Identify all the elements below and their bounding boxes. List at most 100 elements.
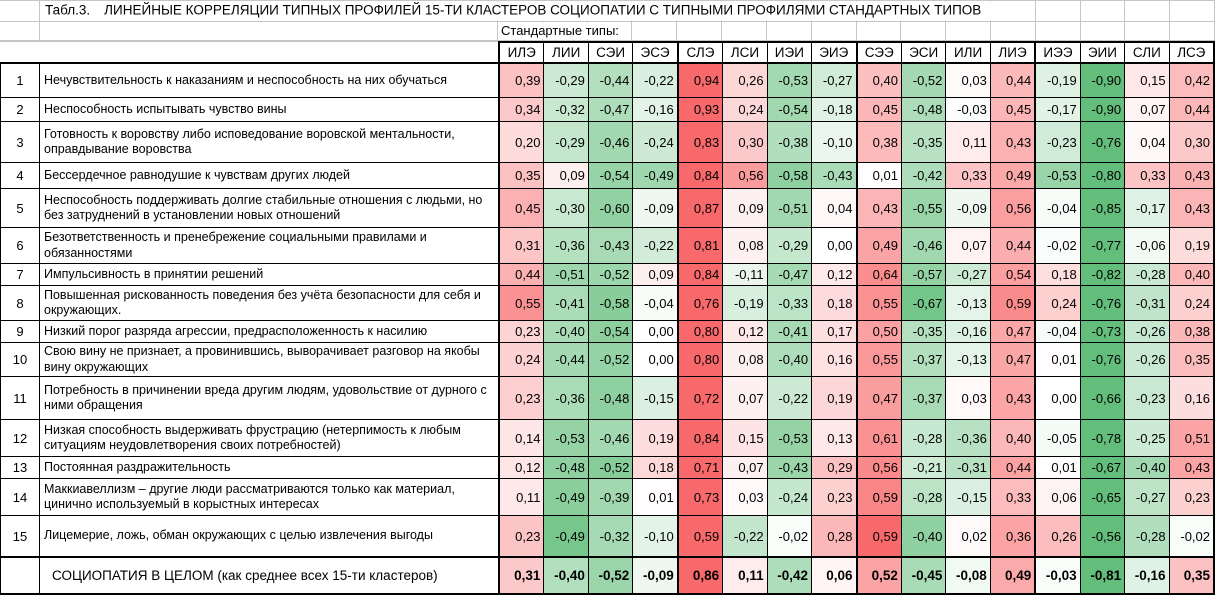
cell-5-ИЭЭ: -0,04 [1034, 189, 1080, 227]
row-values: 0,34 -0,32 -0,47 -0,16 0,93 0,24 -0,54 -0,18 0,4… [498, 98, 1215, 121]
summary-cell-ЛСИ: 0,11 [722, 558, 767, 593]
cluster-row-13: 13 Постоянная раздражительность 0,12 -0,48-… [0, 457, 1215, 479]
empty-cell [0, 22, 40, 40]
cell-15-ЛСИ: -0,22 [722, 516, 767, 556]
cell-10-ЭИЭ: 0,16 [811, 343, 856, 376]
type-header-ИЭЭ: ИЭЭ [1034, 43, 1079, 62]
cell-10-ИЭИ: -0,40 [766, 343, 812, 376]
cell-15-ЛИИ: -0,49 [543, 516, 588, 556]
row-number: 7 [0, 264, 40, 285]
summary-cell-ЭИЭ: 0,06 [811, 558, 856, 593]
cell-8-СЛЭ: 0,76 [676, 286, 723, 320]
cell-5-СЛИ: -0,17 [1124, 189, 1169, 227]
table-title-text: ЛИНЕЙНЫЕ КОРРЕЛЯЦИИ ТИПНЫХ ПРОФИЛЕЙ 15-Т… [104, 2, 982, 18]
cell-14-ИЛЭ: 0,11 [498, 479, 544, 515]
cell-6-СЛИ: -0,06 [1124, 228, 1169, 263]
type-header-ЛИИ: ЛИИ [543, 43, 587, 62]
row-values: 0,44 -0,51 -0,52 0,09 0,84 -0,11 -0,47 0,12 0,64… [498, 264, 1215, 285]
cell-13-СЭЭ: 0,56 [855, 457, 901, 478]
cell-2-СЛИ: 0,07 [1124, 98, 1169, 121]
row-values: 0,12 -0,48 -0,52 0,18 0,71 0,07 -0,43 0,29 0,56-… [498, 457, 1215, 478]
cell-13-ЛИИ: -0,48 [543, 457, 588, 478]
cell-8-ЭСИ: -0,67 [900, 286, 946, 320]
row-label: Неспособность испытывать чувство вины [44, 101, 287, 116]
cluster-row-4: 4 Бессердечное равнодушие к чувствам друг… [0, 163, 1215, 189]
cell-11-ЭИЭ: 0,19 [811, 377, 856, 419]
cell-13-ЛИЭ: 0,44 [989, 457, 1035, 478]
cell-2-ЭИИ: -0,90 [1079, 98, 1125, 121]
cell-10-ЛСЭ: 0,35 [1168, 343, 1215, 376]
cell-1-ИЭЭ: -0,19 [1034, 64, 1080, 97]
cell-3-ЛСИ: 0,30 [722, 122, 767, 162]
row-label: Свою вину не признает, а провинившись, в… [44, 344, 480, 374]
cell-13-СЛЭ: 0,71 [676, 457, 723, 478]
summary-cell-СЛЭ: 0,86 [676, 558, 723, 593]
cell-6-ЭСИ: -0,46 [900, 228, 946, 263]
cell-15-ЭСИ: -0,40 [900, 516, 946, 556]
grid-cell [946, 22, 991, 40]
summary-label: СОЦИОПАТИЯ В ЦЕЛОМ (как среднее всех 15-… [52, 568, 438, 583]
type-header-СЛЭ: СЛЭ [676, 43, 722, 62]
row-label: Потребность в причинении вреда другим лю… [44, 382, 487, 412]
cell-6-ЛИЭ: 0,44 [989, 228, 1035, 263]
cell-10-ИЭЭ: 0,01 [1034, 343, 1080, 376]
corner-cell [0, 1, 40, 21]
cell-11-ИЭЭ: 0,00 [1034, 377, 1080, 419]
cell-6-СЭИ: -0,43 [587, 228, 633, 263]
cluster-row-9: 9 Низкий порог разряда агрессии, предрасп… [0, 321, 1215, 343]
cell-6-ЭИЭ: 0,00 [811, 228, 856, 263]
cell-14-СЛИ: -0,27 [1124, 479, 1169, 515]
row-values: 0,23 -0,36 -0,48 -0,15 0,72 0,07 -0,22 0,19 0,47… [498, 377, 1215, 419]
row-label: Импульсивность в принятии решений [44, 266, 264, 281]
cell-3-СЛЭ: 0,83 [676, 122, 723, 162]
cell-5-ЛИЭ: 0,56 [989, 189, 1035, 227]
type-header-СЛИ: СЛИ [1124, 43, 1168, 62]
cell-15-ЭИЭ: 0,28 [811, 516, 856, 556]
cell-11-ЭСЭ: -0,15 [632, 377, 677, 419]
cell-4-СЭИ: -0,54 [587, 163, 633, 188]
cell-13-ЭСИ: -0,21 [900, 457, 946, 478]
row-number: 8 [0, 286, 40, 320]
cell-13-ИЛЭ: 0,12 [498, 457, 544, 478]
cell-10-ЭСИ: -0,37 [900, 343, 946, 376]
cell-14-ЛИИ: -0,49 [543, 479, 588, 515]
cell-8-ЭИЭ: 0,18 [811, 286, 856, 320]
cell-7-СЛЭ: 0,84 [676, 264, 723, 285]
cell-7-ИЭИ: -0,47 [766, 264, 812, 285]
cell-9-ЭСЭ: 0,00 [632, 321, 677, 342]
cell-9-СЛЭ: 0,80 [676, 321, 723, 342]
title-row: Табл.3. ЛИНЕЙНЫЕ КОРРЕЛЯЦИИ ТИПНЫХ ПРОФИЛ… [0, 0, 1215, 22]
cell-10-ЭСЭ: 0,00 [632, 343, 677, 376]
grid-cell [991, 1, 1036, 21]
cell-5-ЛСЭ: 0,43 [1168, 189, 1215, 227]
cell-10-СЛИ: -0,26 [1124, 343, 1169, 376]
cell-15-ЛСЭ: -0,02 [1168, 516, 1215, 556]
cell-4-ИЭИ: -0,58 [766, 163, 812, 188]
cell-14-СЭЭ: 0,59 [855, 479, 901, 515]
row-number: 4 [0, 163, 40, 188]
table-number: Табл.3. [45, 2, 91, 18]
cell-2-ИЛЭ: 0,34 [498, 98, 544, 121]
row-label: Готовность к воровству либо исповедовани… [44, 126, 455, 156]
cell-12-ЭИИ: -0,78 [1079, 420, 1125, 456]
cell-5-СЭИ: -0,60 [587, 189, 633, 227]
types-row: Стандартные типы: [0, 22, 1215, 41]
cluster-row-7: 7 Импульсивность в принятии решений 0,44 -0… [0, 264, 1215, 286]
cell-13-ЛСЭ: 0,43 [1168, 457, 1215, 478]
cell-4-ЭСЭ: -0,49 [632, 163, 677, 188]
cell-3-ЛИЭ: 0,43 [989, 122, 1035, 162]
cell-4-ЛСЭ: 0,43 [1168, 163, 1215, 188]
cell-12-СЛЭ: 0,84 [676, 420, 723, 456]
cell-1-ЭСИ: -0,52 [900, 64, 946, 97]
cell-9-ЛИИ: -0,40 [543, 321, 588, 342]
row-values: 0,14 -0,53 -0,46 0,19 0,84 0,15 -0,53 0,13 0,61-… [498, 420, 1215, 456]
cell-15-ИЭИ: -0,02 [766, 516, 812, 556]
row-values: 0,24 -0,44 -0,52 0,00 0,80 0,08 -0,40 0,16 0,55-… [498, 343, 1215, 376]
cluster-row-10: 10 Свою вину не признает, а провинившись,… [0, 343, 1215, 377]
cell-9-ЭИЭ: 0,17 [811, 321, 856, 342]
cell-3-ЛИИ: -0,29 [543, 122, 588, 162]
cell-8-ИЛЭ: 0,55 [498, 286, 544, 320]
cell-2-ЛСИ: 0,24 [722, 98, 767, 121]
cell-1-ЛСИ: 0,26 [722, 64, 767, 97]
cell-7-ИЛЭ: 0,44 [498, 264, 544, 285]
